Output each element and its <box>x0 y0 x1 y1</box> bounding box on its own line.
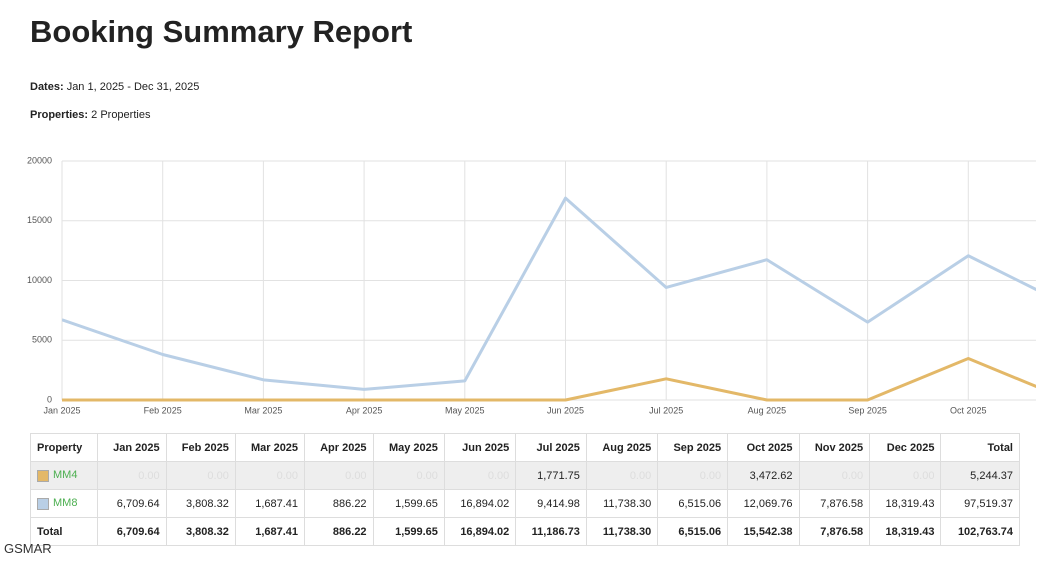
value-cell: 0.00 <box>234 461 306 490</box>
dates-value: Jan 1, 2025 - Dec 31, 2025 <box>66 81 200 93</box>
column-header: May 2025 <box>372 433 445 462</box>
value-cell: 0.00 <box>585 461 659 490</box>
column-header: Jun 2025 <box>443 433 517 462</box>
dates: Dates: Jan 1, 2025 - Dec 31, 2025 <box>30 81 199 93</box>
value-cell: 9,414.98 <box>515 489 587 518</box>
column-header: Feb 2025 <box>165 433 236 462</box>
column-header: Apr 2025 <box>304 433 374 462</box>
properties-value: 2 Properties <box>91 109 151 121</box>
chart: 0 5000 10000 15000 20000 Jan 2025 Feb 2025 Mar … <box>27 155 1036 415</box>
table-row: MM8 6,709.64 3,808.32 1,687.41 886.22 1,599.6… <box>29 489 1020 518</box>
value-cell: 1,771.75 <box>515 461 587 490</box>
total-cell: 886.22 <box>304 517 374 546</box>
total-cell: 7,876.58 <box>798 517 871 546</box>
value-cell: 0.00 <box>372 461 445 490</box>
series-line <box>62 196 1036 391</box>
value-cell: 16,894.02 <box>443 489 517 518</box>
x-tick-label: May 2025 <box>445 405 485 415</box>
total-cell: 102,763.74 <box>940 517 1020 546</box>
total-cell: 6,515.06 <box>657 517 729 546</box>
table-row: MM4 0.00 0.00 0.00 0.00 0.00 0.00 1,771.75 0.00 0… <box>29 461 1020 490</box>
total-cell: 11,738.30 <box>585 517 659 546</box>
column-header: Dec 2025 <box>869 433 942 462</box>
value-cell: 0.00 <box>798 461 871 490</box>
value-cell: 0.00 <box>97 461 167 490</box>
value-cell: 6,515.06 <box>657 489 729 518</box>
value-cell: 0.00 <box>657 461 729 490</box>
total-cell: 18,319.43 <box>869 517 942 546</box>
column-header: Property <box>29 433 99 462</box>
y-tick-label: 0 <box>47 394 52 404</box>
property-cell: MM4 <box>29 461 99 490</box>
total-cell: 1,599.65 <box>372 517 445 546</box>
value-cell: 1,599.65 <box>372 489 445 518</box>
value-cell: 97,519.37 <box>940 489 1020 518</box>
series-line <box>62 357 1036 402</box>
total-cell: 15,542.38 <box>727 517 800 546</box>
properties: Properties: 2 Properties <box>30 109 150 121</box>
value-cell: 1,687.41 <box>234 489 306 518</box>
column-header: Sep 2025 <box>657 433 729 462</box>
y-tick-label: 5000 <box>32 335 52 345</box>
value-cell: 0.00 <box>443 461 517 490</box>
x-tick-label: Jun 2025 <box>547 405 584 415</box>
value-cell: 0.00 <box>869 461 942 490</box>
x-tick-label: Aug 2025 <box>748 405 787 415</box>
total-label: Total <box>29 517 99 546</box>
value-cell: 12,069.76 <box>727 489 800 518</box>
total-cell: 3,808.32 <box>165 517 236 546</box>
value-cell: 5,244.37 <box>940 461 1020 490</box>
value-cell: 886.22 <box>304 489 374 518</box>
value-cell: 3,472.62 <box>727 461 800 490</box>
watermark: GSMAR <box>4 541 52 556</box>
total-cell: 11,186.73 <box>515 517 587 546</box>
column-header: Oct 2025 <box>727 433 800 462</box>
column-header: Jul 2025 <box>515 433 587 462</box>
property-name: MM8 <box>53 497 78 510</box>
x-tick-label: Feb 2025 <box>144 405 182 415</box>
legend-swatch <box>37 497 49 510</box>
properties-label: Properties: <box>30 109 89 121</box>
column-header: Nov 2025 <box>798 433 871 462</box>
value-cell: 7,876.58 <box>798 489 871 518</box>
y-tick-label: 20000 <box>27 155 52 165</box>
total-cell: 16,894.02 <box>443 517 517 546</box>
summary-table: Property Jan 2025 Feb 2025 Mar 2025 Apr 2025… <box>29 433 1020 546</box>
report-title: Booking Summary Report <box>30 14 413 49</box>
value-cell: 18,319.43 <box>869 489 942 518</box>
total-cell: 6,709.64 <box>97 517 167 546</box>
column-header: Aug 2025 <box>585 433 659 462</box>
x-tick-label: Sep 2025 <box>848 405 887 415</box>
property-name: MM4 <box>53 469 78 482</box>
column-header: Total <box>940 433 1020 462</box>
y-tick-label: 15000 <box>27 215 52 225</box>
x-tick-label: Jul 2025 <box>649 405 683 415</box>
y-tick-label: 10000 <box>27 275 52 285</box>
x-tick-label: Mar 2025 <box>244 405 282 415</box>
plot-area <box>62 196 1036 402</box>
total-row: Total 6,709.64 3,808.32 1,687.41 886.22 1,599… <box>29 517 1020 546</box>
value-cell: 0.00 <box>304 461 374 490</box>
column-header: Mar 2025 <box>234 433 306 462</box>
value-cell: 3,808.32 <box>165 489 236 518</box>
legend-swatch <box>37 469 49 482</box>
value-cell: 6,709.64 <box>97 489 167 518</box>
x-tick-label: Apr 2025 <box>346 405 383 415</box>
dates-label: Dates: <box>30 81 64 93</box>
x-tick-label: Jan 2025 <box>43 405 80 415</box>
column-header: Jan 2025 <box>97 433 167 462</box>
x-tick-label: Oct 2025 <box>950 405 987 415</box>
value-cell: 0.00 <box>165 461 236 490</box>
total-cell: 1,687.41 <box>234 517 306 546</box>
property-cell: MM8 <box>29 489 99 518</box>
value-cell: 11,738.30 <box>585 489 659 518</box>
